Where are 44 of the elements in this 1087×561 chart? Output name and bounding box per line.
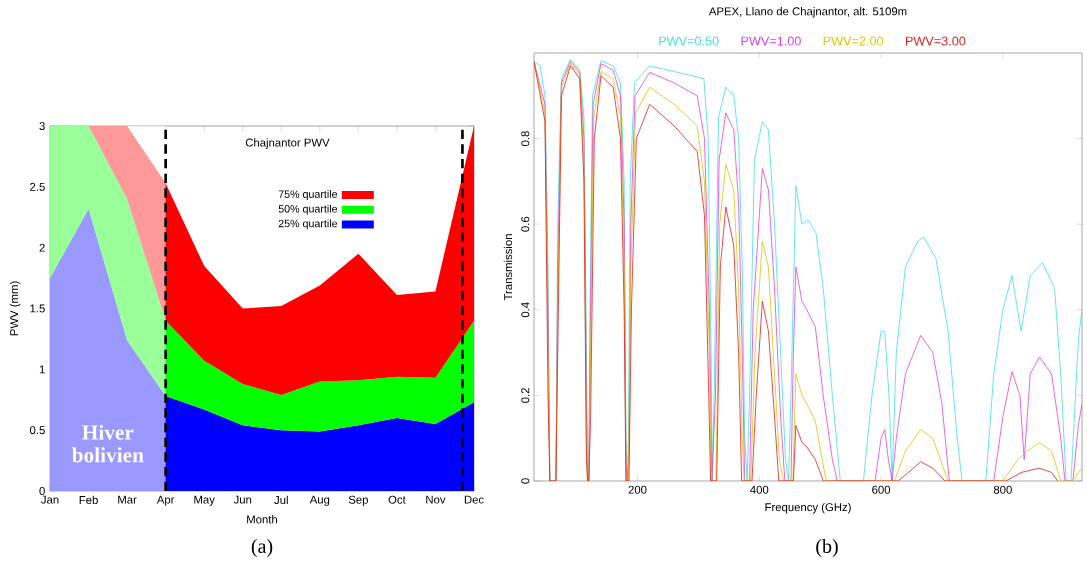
- text: (a): [251, 538, 273, 558]
- text: PWV=1.00: [741, 36, 801, 46]
- y-tick-label: 0.8: [521, 131, 530, 147]
- y-axis-title: PWV (mm): [9, 281, 21, 336]
- x-tick-label: Feb: [79, 495, 98, 505]
- text: PWV=3.00: [905, 36, 966, 46]
- band-label: Hiver bolivien: [71, 424, 144, 463]
- x-axis-title: Month: [247, 515, 278, 524]
- y-tick-label: 0.4: [521, 302, 530, 318]
- legend-label: 50% quartile: [278, 204, 338, 215]
- legend-label: 25% quartile: [278, 219, 338, 230]
- x-tick-label: Jul: [274, 495, 288, 505]
- x-tick-label: Jan: [41, 495, 59, 504]
- y-tick-label: 0: [39, 487, 45, 495]
- x-tick-label: Oct: [388, 495, 406, 504]
- x-tick-label: May: [194, 495, 215, 506]
- y-tick-label: 0.5: [29, 426, 45, 435]
- x-tick-label: 600: [872, 485, 891, 494]
- y-tick-label: 3: [39, 122, 45, 131]
- x-tick-label: 400: [750, 485, 769, 494]
- x-tick-label: Nov: [426, 495, 446, 504]
- x-tick-label: Sep: [348, 495, 368, 506]
- x-tick-label: Jun: [233, 495, 252, 504]
- text: Chajnantor PWV: [245, 138, 330, 149]
- y-tick-label: 0.6: [521, 216, 530, 232]
- legend-label: 75% quartile: [278, 190, 338, 201]
- x-axis-title: Frequency (GHz): [765, 502, 851, 514]
- chart-title: APEX, Llano de Chajnantor, alt. 5109m: [708, 7, 907, 18]
- y-tick-label: 1: [39, 365, 45, 374]
- y-tick-label: 2: [39, 243, 45, 252]
- x-tick-label: Dec: [464, 495, 484, 504]
- y-tick-label: 0.2: [521, 388, 530, 403]
- text: (b): [816, 538, 838, 558]
- y-tick-label: 2.5: [30, 182, 45, 191]
- y-tick-label: 1.5: [30, 304, 45, 313]
- x-tick-label: Mar: [118, 495, 137, 504]
- text: PWV=2.00: [823, 36, 884, 46]
- y-axis-title: Transmission: [503, 234, 513, 301]
- series-label: PWV=0.50: [659, 36, 719, 46]
- x-tick-label: Aug: [309, 495, 330, 506]
- x-tick-label: 800: [993, 485, 1012, 494]
- x-tick-label: 200: [628, 485, 647, 494]
- x-tick-label: Apr: [156, 495, 175, 506]
- y-tick-label: 0: [521, 478, 530, 484]
